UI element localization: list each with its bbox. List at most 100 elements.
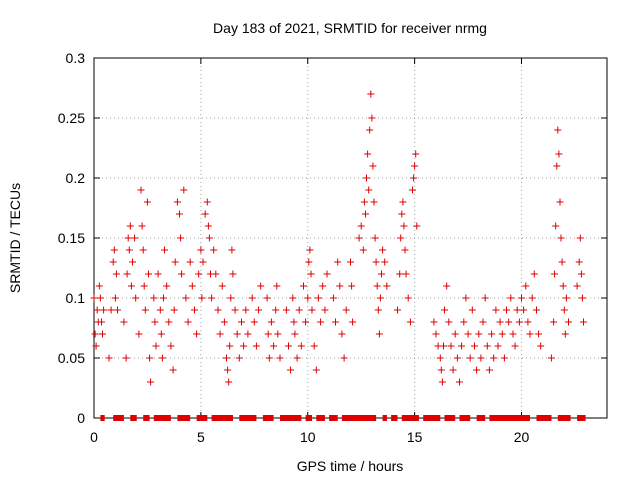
data-point: [401, 246, 409, 254]
data-point: [323, 270, 331, 278]
data-point: [402, 270, 410, 278]
data-point: [231, 306, 239, 314]
x-tick-label: 15: [407, 429, 423, 445]
data-point: [367, 90, 375, 98]
data-point: [321, 306, 329, 314]
zero-point-run: [100, 415, 105, 421]
data-point: [528, 294, 536, 302]
data-point: [165, 318, 173, 326]
y-tick-label: 0.25: [58, 110, 85, 126]
x-axis-label: GPS time / hours: [297, 458, 404, 474]
data-point: [496, 318, 504, 326]
data-point: [131, 234, 139, 242]
zero-point-run: [329, 415, 338, 421]
data-point: [394, 306, 401, 314]
data-point: [92, 342, 100, 350]
data-point: [238, 318, 245, 326]
data-point: [447, 342, 455, 350]
data-point: [184, 318, 192, 326]
data-point: [371, 234, 379, 242]
data-point: [524, 318, 532, 326]
data-point: [411, 162, 419, 170]
data-point: [290, 318, 298, 326]
data-point: [464, 330, 472, 338]
data-point: [537, 342, 545, 350]
data-point: [363, 174, 370, 182]
zero-point-run: [153, 415, 171, 421]
data-point: [471, 342, 478, 350]
data-point: [122, 354, 130, 362]
data-point: [559, 282, 567, 290]
data-point: [195, 270, 203, 278]
data-point: [235, 354, 243, 362]
data-point: [123, 270, 131, 278]
data-point: [560, 306, 568, 314]
data-point: [265, 354, 273, 362]
data-point: [533, 306, 540, 314]
data-point: [267, 318, 275, 326]
data-point: [99, 330, 106, 338]
data-point: [199, 258, 207, 266]
zero-point-run: [341, 415, 377, 421]
data-point: [252, 342, 260, 350]
data-point: [204, 222, 212, 230]
data-point: [374, 306, 382, 314]
data-point: [110, 246, 118, 254]
data-point: [483, 342, 491, 350]
zero-point-run: [382, 415, 387, 421]
data-point: [347, 258, 354, 266]
data-point: [443, 282, 451, 290]
data-point: [547, 354, 555, 362]
zero-point-run: [130, 415, 137, 421]
axis-ticks: 0 0.05 0.1 0.15 0.2 0.25 0.3 0 5 10 15 20: [58, 50, 607, 445]
chart-title: Day 183 of 2021, SRMTID for receiver nrm…: [213, 20, 487, 36]
data-point: [170, 306, 178, 314]
data-point: [365, 186, 373, 194]
data-point: [473, 366, 481, 374]
zero-point-run: [444, 415, 456, 421]
data-point: [91, 330, 99, 338]
data-point: [151, 318, 159, 326]
data-point: [500, 354, 508, 362]
data-point: [255, 306, 263, 314]
data-point: [169, 366, 177, 374]
data-point: [573, 282, 581, 290]
zero-point-run: [211, 415, 233, 421]
data-point: [375, 330, 383, 338]
data-point: [558, 258, 566, 266]
data-point: [398, 210, 406, 218]
data-point: [383, 282, 391, 290]
data-point: [140, 282, 148, 290]
data-point: [157, 330, 165, 338]
data-point: [412, 150, 420, 158]
data-point: [445, 318, 453, 326]
data-point: [226, 342, 234, 350]
data-point: [453, 354, 461, 362]
data-point: [107, 306, 115, 314]
zero-point-run: [489, 415, 530, 421]
zero-point-run: [401, 415, 419, 421]
y-tick-label: 0.1: [66, 290, 86, 306]
data-point: [576, 234, 584, 242]
data-point: [203, 198, 211, 206]
data-point: [304, 294, 312, 302]
data-point: [158, 354, 166, 362]
data-point: [340, 354, 348, 362]
data-point: [396, 270, 404, 278]
data-point: [565, 318, 572, 326]
zero-point-run: [476, 415, 486, 421]
y-tick-label: 0.2: [66, 170, 86, 186]
data-point: [349, 318, 357, 326]
zero-point-run: [239, 415, 257, 421]
data-point: [129, 258, 136, 266]
data-point: [355, 234, 363, 242]
data-point: [404, 294, 412, 302]
data-point: [250, 318, 258, 326]
data-point: [137, 186, 145, 194]
data-point: [360, 198, 368, 206]
data-point: [145, 270, 152, 278]
data-point: [141, 306, 149, 314]
data-point: [364, 150, 372, 158]
data-point: [460, 318, 468, 326]
data-point: [173, 198, 181, 206]
